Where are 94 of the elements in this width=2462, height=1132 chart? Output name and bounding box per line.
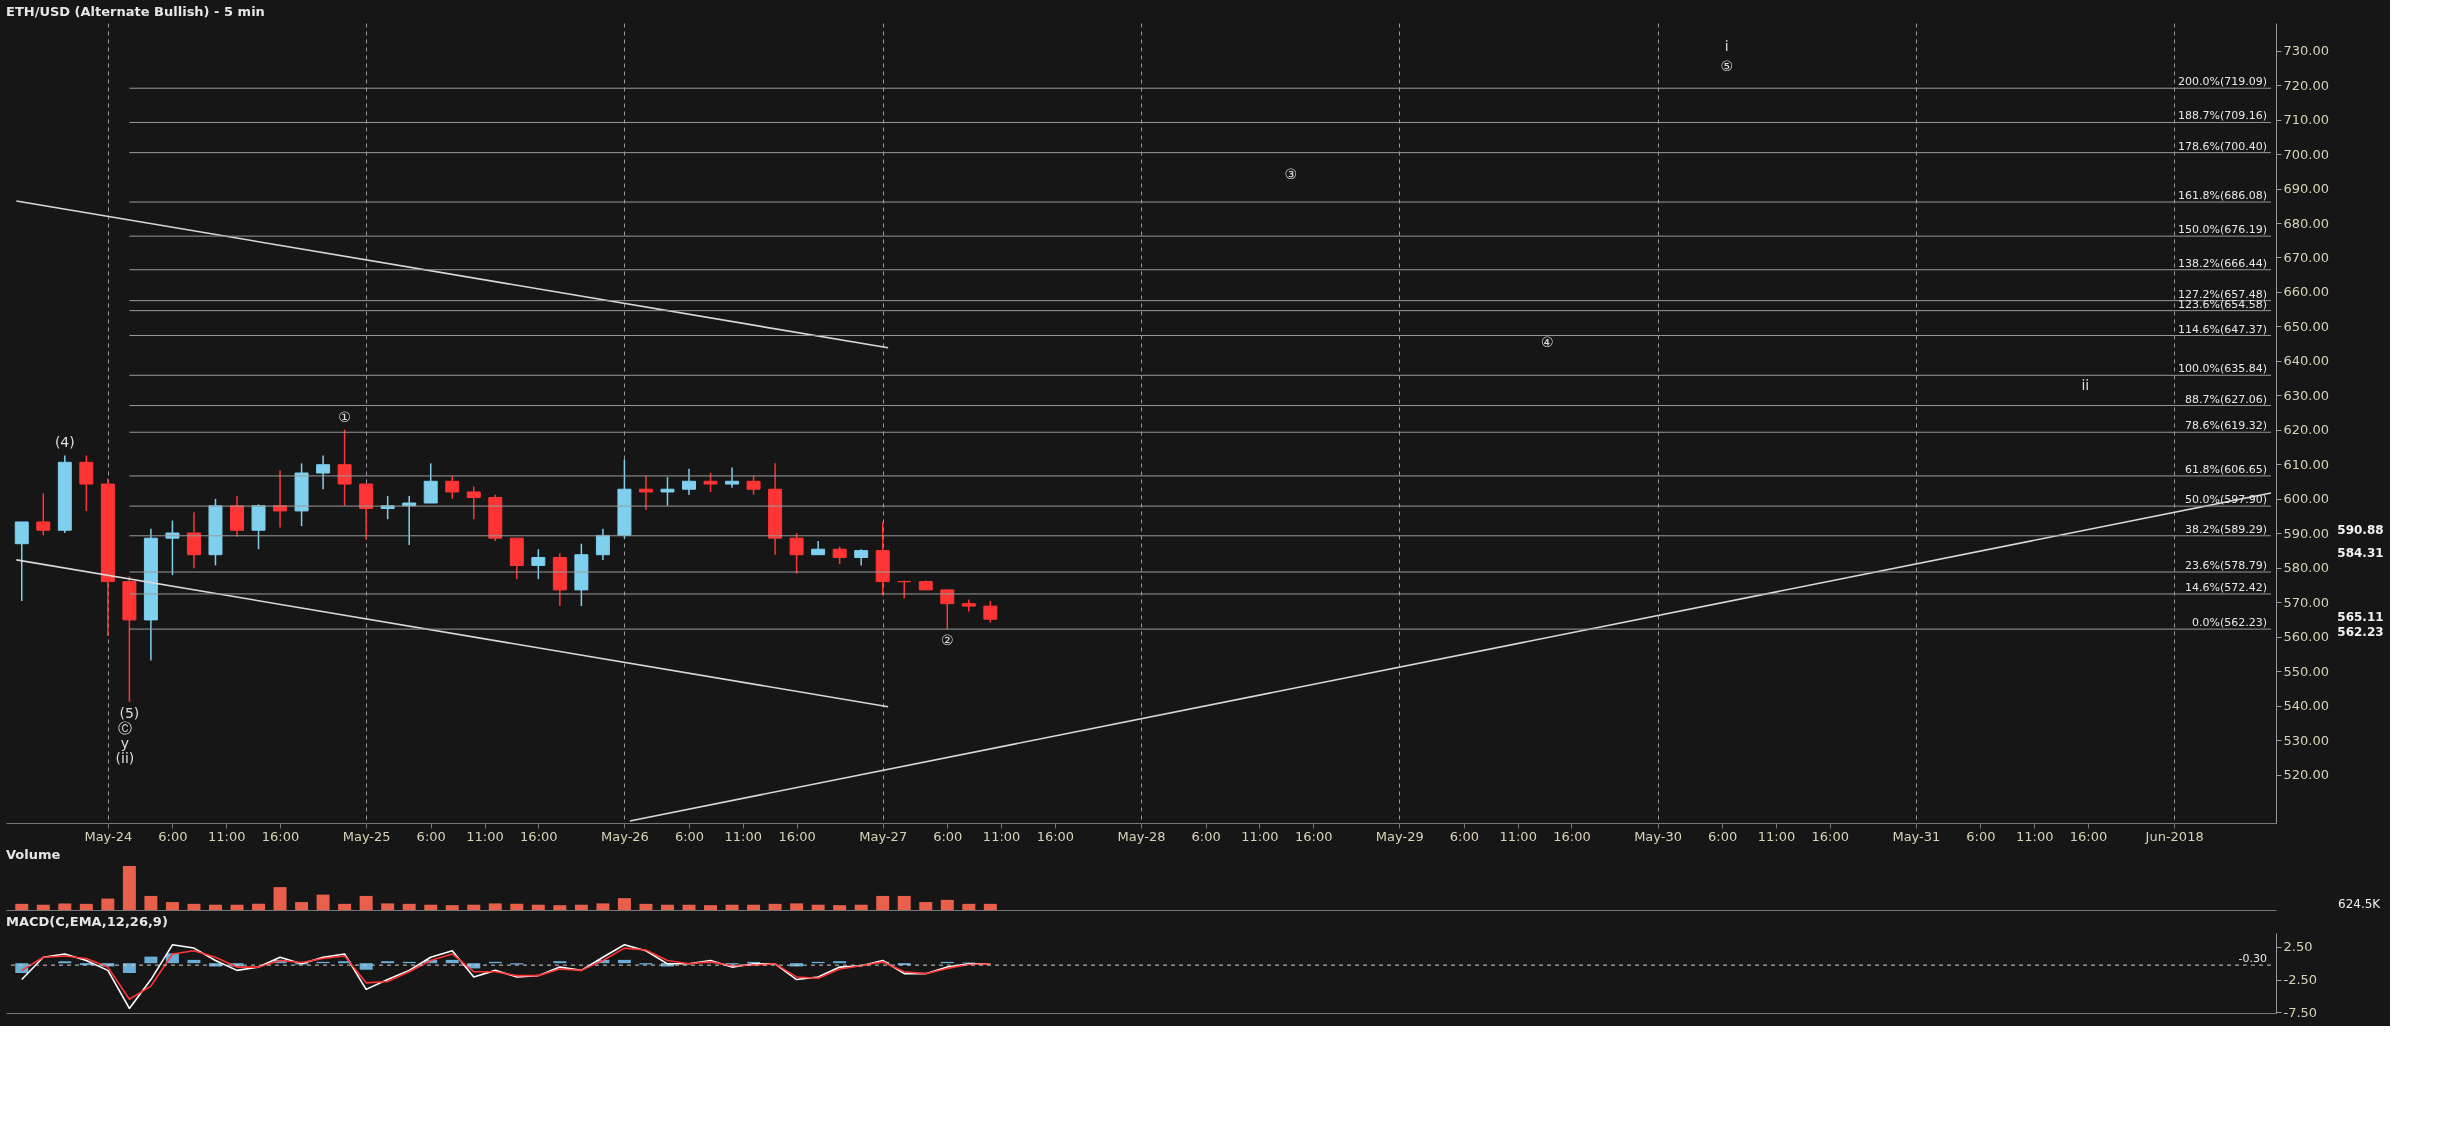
x-tick-label: 11:00 (1499, 828, 1537, 844)
x-tick-label: 11:00 (724, 828, 763, 844)
y-tick-label: 570.00 (2283, 594, 2329, 610)
y-tick-label: -2.50 (2283, 972, 2318, 988)
chart-title: Volume (6, 847, 61, 862)
x-tick-label: 11:00 (982, 828, 1021, 844)
x-tick-label: 11:00 (466, 828, 504, 844)
annotation: ① (338, 408, 351, 425)
x-tick-label: May-26 (600, 828, 649, 844)
y-tick-label: 530.00 (2283, 732, 2329, 748)
x-tick-label: 16:00 (1553, 828, 1591, 844)
annotation: (4) (54, 434, 75, 451)
x-tick-label: 6:00 (933, 828, 963, 844)
x-tick-label: 6:00 (1191, 828, 1221, 844)
y-tick-label: -7.50 (2283, 1004, 2318, 1020)
x-tick-label: May-29 (1375, 828, 1424, 844)
y-tick-label: 620.00 (2283, 422, 2329, 438)
y-tick-label: 640.00 (2283, 353, 2329, 369)
x-tick-label: 16:00 (520, 828, 558, 844)
ref-line-label: 200.0%(719.09) (2177, 75, 2267, 89)
x-tick-label: May-24 (84, 828, 133, 844)
text: 584.31 (2337, 545, 2384, 560)
x-tick-label: May-31 (1892, 828, 1941, 844)
x-tick-label: 16:00 (1811, 828, 1849, 844)
ref-line-label: 14.6%(572.42) (2184, 580, 2267, 594)
y-tick-label: 600.00 (2283, 491, 2329, 507)
annotation: y (120, 734, 130, 751)
y-tick-label: 520.00 (2283, 767, 2329, 783)
x-tick-label: 11:00 (208, 828, 246, 844)
ref-line-label: 78.6%(619.32) (2184, 419, 2267, 433)
x-tick-label: 16:00 (261, 828, 300, 844)
x-tick-label: May-27 (859, 828, 908, 844)
y-tick-label: 710.00 (2283, 112, 2329, 128)
y-tick-label: 540.00 (2283, 698, 2329, 714)
x-tick-label: 6:00 (1449, 828, 1479, 844)
y-tick-label: 720.00 (2283, 77, 2329, 93)
ref-line-label: 138.2%(666.44) (2177, 256, 2267, 270)
text: 565.11 (2337, 609, 2384, 624)
y-tick-label: 690.00 (2283, 181, 2329, 197)
y-tick-label: 680.00 (2283, 215, 2329, 231)
x-tick-label: 6:00 (416, 828, 446, 844)
ref-line-label: 188.7%(709.16) (2177, 109, 2267, 123)
annotation: i (1724, 38, 1729, 54)
ref-line-label: 38.2%(589.29) (2184, 522, 2267, 536)
annotation: ② (941, 632, 954, 649)
y-tick-label: 730.00 (2283, 43, 2329, 59)
x-tick-label: 6:00 (1708, 828, 1738, 844)
text: 624.5K (2338, 897, 2382, 911)
y-tick-label: 590.00 (2283, 525, 2329, 541)
ref-line-label: 61.8%(606.65) (2184, 462, 2267, 476)
annotation: ⑤ (1720, 58, 1733, 74)
x-tick-label: 6:00 (1966, 828, 1996, 844)
y-tick-label: 670.00 (2283, 249, 2329, 265)
y-tick-label: 610.00 (2283, 456, 2329, 472)
y-tick-label: 630.00 (2283, 387, 2329, 403)
x-tick-label: 16:00 (1036, 828, 1075, 844)
y-tick-label: 560.00 (2283, 629, 2329, 645)
x-tick-label: 11:00 (2016, 828, 2054, 844)
annotation: (5) (119, 704, 140, 721)
text: 562.23 (2337, 624, 2384, 639)
x-tick-label: 16:00 (778, 828, 816, 844)
x-tick-label: 6:00 (158, 828, 188, 844)
ref-line-label: 161.8%(686.08) (2177, 189, 2267, 203)
ref-line-label: 100.0%(635.84) (2177, 362, 2267, 376)
x-tick-label: May-30 (1634, 828, 1683, 844)
annotation: ii (2081, 377, 2090, 394)
x-tick-label: Jun-2018 (2144, 828, 2204, 844)
ref-line-label: 178.6%(700.40) (2177, 139, 2267, 153)
y-tick-label: 650.00 (2283, 318, 2329, 334)
ref-line-label: 150.0%(676.19) (2177, 223, 2267, 237)
ref-line-label: 0.0%(562.23) (2191, 616, 2267, 630)
y-tick-label: 660.00 (2283, 284, 2329, 300)
annotation: ④ (1541, 334, 1554, 350)
x-tick-label: May-28 (1117, 828, 1166, 844)
x-tick-label: 6:00 (674, 828, 705, 844)
ref-line-label: -0.30 (2238, 952, 2267, 966)
ref-line-label: 114.6%(647.37) (2177, 322, 2267, 336)
y-tick-label: 580.00 (2283, 560, 2329, 576)
ref-line-label: 88.7%(627.06) (2184, 392, 2267, 406)
x-tick-label: 16:00 (2069, 828, 2108, 844)
y-tick-label: 550.00 (2283, 663, 2329, 679)
y-tick-label: 2.50 (2283, 939, 2313, 955)
x-tick-label: 11:00 (1757, 828, 1796, 844)
annotation: Ⓒ (117, 720, 132, 736)
text: 590.88 (2337, 523, 2384, 538)
x-tick-label: 11:00 (1241, 828, 1279, 844)
annotation: (ii) (115, 750, 135, 766)
chart-title: MACD(C,EMA,12,26,9) (6, 914, 168, 929)
chart-title: ETH/USD (Alternate Bullish) - 5 min (6, 4, 265, 19)
x-tick-label: 16:00 (1294, 828, 1333, 844)
annotation: ③ (1284, 166, 1298, 182)
ref-line-label: 23.6%(578.79) (2184, 559, 2267, 572)
y-tick-label: 700.00 (2283, 146, 2329, 162)
x-tick-label: May-25 (342, 828, 391, 844)
